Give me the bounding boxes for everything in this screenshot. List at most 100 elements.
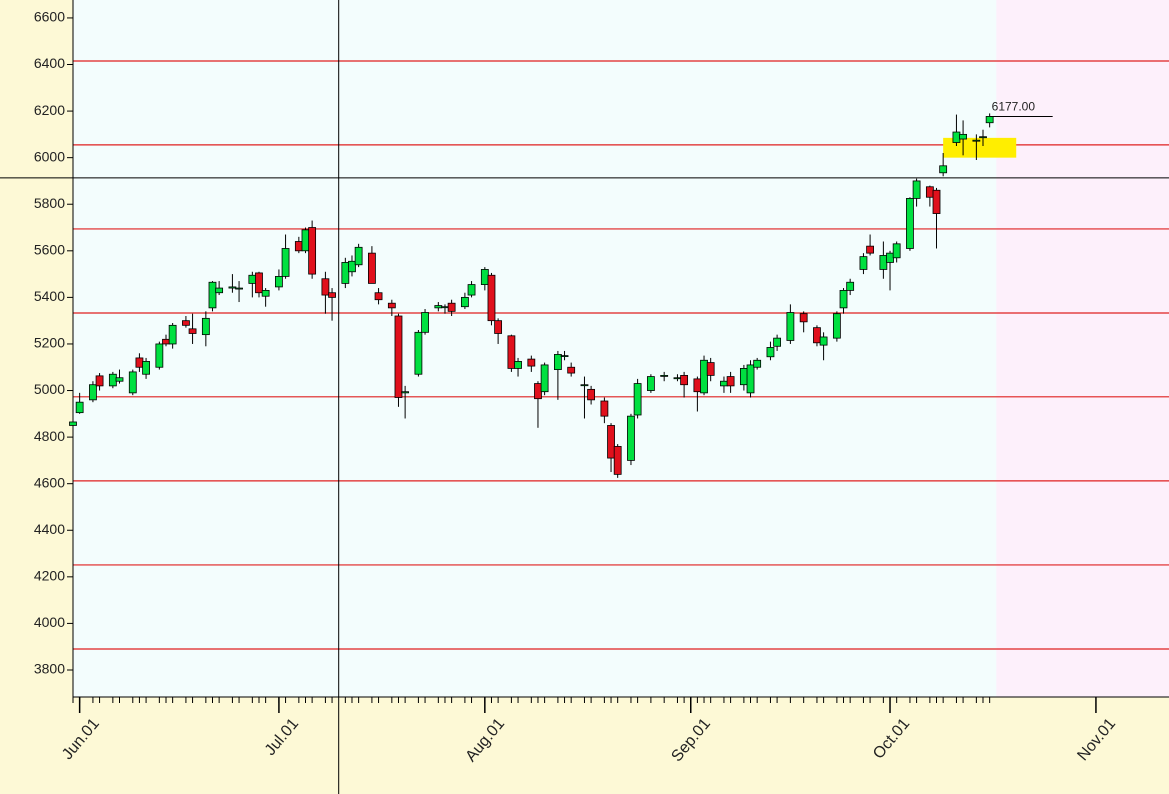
candle-body <box>281 248 290 277</box>
candle-body <box>208 281 217 309</box>
y-tick-label: 5200 <box>34 335 65 351</box>
candle-body <box>441 306 449 309</box>
candle-body <box>308 227 317 275</box>
candle-body <box>414 331 423 375</box>
candle-body <box>155 343 164 368</box>
candle-body <box>168 324 177 345</box>
candle-body <box>906 198 914 249</box>
candle-body <box>368 252 376 284</box>
y-tick-label: 5400 <box>34 288 65 304</box>
candle-body <box>95 375 104 387</box>
y-tick-label: 4000 <box>34 614 65 630</box>
x-tick-label: Oct.01 <box>870 715 913 762</box>
candle-body <box>912 180 921 199</box>
candle-body <box>467 284 476 296</box>
candle-body <box>886 252 894 263</box>
candle-body <box>846 281 855 291</box>
candle-body <box>89 384 97 401</box>
candle-body <box>799 313 808 323</box>
candle-body <box>514 361 522 369</box>
candle-body <box>813 327 821 344</box>
candle-body <box>859 256 868 270</box>
candle-body <box>69 421 77 426</box>
candle-body <box>660 374 669 377</box>
candle-body <box>115 377 124 382</box>
candle-body <box>108 373 117 387</box>
candle-body <box>487 274 496 322</box>
candle-body <box>932 189 941 214</box>
candle-body <box>753 359 762 368</box>
y-tick-label: 5600 <box>34 242 65 258</box>
candle-body <box>321 278 330 296</box>
candle-body <box>480 269 489 285</box>
candle-body <box>162 338 170 345</box>
candle-body <box>587 388 596 401</box>
candle-body <box>646 376 655 391</box>
y-tick-label: 3800 <box>34 661 65 677</box>
candle-body <box>726 376 735 387</box>
candle-body <box>739 368 748 386</box>
candle-body <box>534 383 542 400</box>
y-tick-label: 4800 <box>34 428 65 444</box>
y-tick-label: 4600 <box>34 474 65 490</box>
candle-body <box>952 131 961 143</box>
y-tick-label: 6200 <box>34 102 65 118</box>
candle-body <box>607 425 615 459</box>
y-tick-label: 6600 <box>34 9 65 25</box>
candle-body <box>354 246 363 266</box>
candle-body <box>374 292 383 301</box>
x-tick-label: Nov.01 <box>1074 715 1119 764</box>
candle-body <box>866 245 874 254</box>
candle-body <box>553 354 562 370</box>
candle-body <box>892 243 901 259</box>
candle-body <box>527 358 536 367</box>
candle-body <box>394 315 403 398</box>
x-tick-label: Jun.01 <box>59 715 103 763</box>
candle-body <box>301 229 310 252</box>
candle-body <box>979 136 987 139</box>
candle-body <box>328 292 336 298</box>
candle-body <box>766 347 775 358</box>
candle-body <box>461 296 469 308</box>
candle-body <box>680 374 689 386</box>
candle-body <box>261 289 270 297</box>
y-tick-label: 4400 <box>34 521 65 537</box>
candle-body <box>580 384 589 387</box>
candle-body <box>540 364 549 393</box>
candle-body <box>341 262 350 284</box>
candle-body <box>773 337 781 347</box>
candle-body <box>248 274 257 284</box>
x-tick-label: Jul.01 <box>262 715 303 759</box>
candle-body <box>720 380 728 387</box>
last-price-label: 6177.00 <box>992 100 1036 114</box>
candle-body <box>135 357 144 368</box>
candle-body <box>832 313 841 339</box>
highlight-zone <box>943 137 1017 158</box>
candle-body <box>700 359 708 394</box>
candle-body <box>985 116 994 124</box>
candle-body <box>507 335 516 369</box>
candle-body <box>128 371 137 394</box>
candle-body <box>75 401 84 414</box>
candle-body <box>387 302 396 309</box>
y-tick-label: 4200 <box>34 568 65 584</box>
candle-body <box>673 377 682 380</box>
y-tick-label: 5000 <box>34 381 65 397</box>
candle-body <box>215 287 224 294</box>
y-tick-label: 6400 <box>34 55 65 71</box>
candle-body <box>819 336 828 346</box>
y-tick-label: 5800 <box>34 195 65 211</box>
candle-body <box>294 241 303 252</box>
candle-body <box>879 255 888 270</box>
candle-body <box>925 186 934 198</box>
candle-body <box>959 133 967 140</box>
candle-body <box>746 364 755 394</box>
candle-body <box>188 328 197 334</box>
y-tick-label: 6000 <box>34 148 65 164</box>
candle-body <box>228 286 237 289</box>
candle-body <box>235 287 243 290</box>
candle-body <box>972 139 981 142</box>
candle-body <box>182 320 190 326</box>
